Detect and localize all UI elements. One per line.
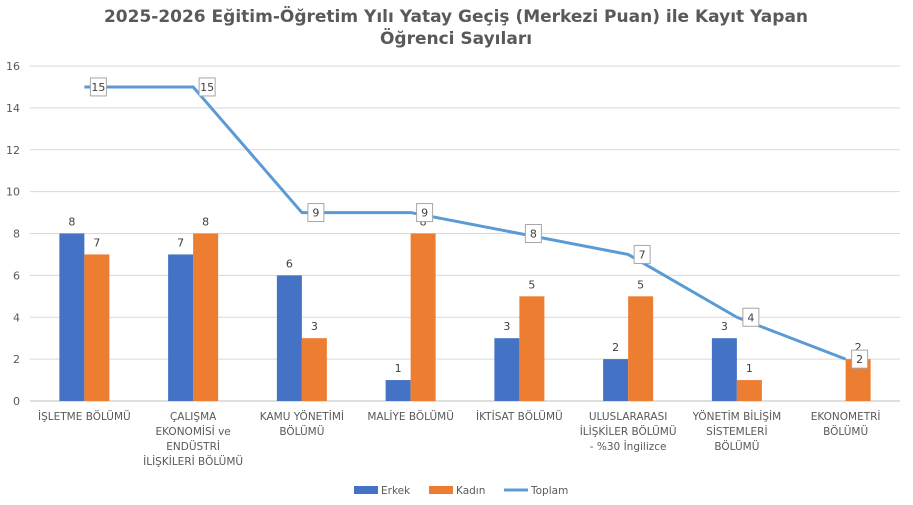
bar-kadın (736, 380, 762, 401)
data-label-box (851, 349, 869, 369)
x-tick-label: İLİŞKİLER BÖLÜMÜ (580, 425, 677, 438)
x-tick-label: EKONOMETRİ (811, 410, 881, 423)
x-tick-label: ENDÜSTRİ (166, 440, 220, 453)
bar-kadın (301, 338, 327, 401)
x-tick-label: KAMU YÖNETİMİ (260, 410, 344, 423)
bar-kadın (193, 233, 219, 401)
data-label-box (307, 203, 325, 223)
data-label: 5 (528, 278, 535, 291)
legend-label: Toplam (530, 485, 568, 497)
bar-erkek (385, 380, 411, 401)
y-tick-label: 4 (13, 311, 20, 324)
y-tick-label: 16 (6, 60, 20, 73)
x-tick-label: SİSTEMLERİ (706, 425, 767, 438)
bar-kadın (519, 296, 545, 401)
data-label: 7 (177, 236, 184, 249)
y-tick-label: 12 (6, 144, 20, 157)
x-tick-label: BÖLÜMÜ (279, 425, 324, 438)
x-tick-label: İKTİSAT BÖLÜMÜ (476, 410, 563, 423)
bar-kadın (628, 296, 654, 401)
bar-erkek (276, 275, 302, 401)
data-label-toplam: 15 (91, 81, 105, 94)
data-label-toplam: 7 (639, 248, 646, 261)
x-tick-label: ULUSLARARASI (589, 411, 668, 423)
data-label: 7 (93, 236, 100, 249)
y-tick-label: 2 (13, 353, 20, 366)
data-label: 8 (68, 216, 75, 229)
legend-label: Erkek (381, 485, 411, 497)
data-label: 5 (637, 278, 644, 291)
data-label: 8 (202, 216, 209, 229)
bar-erkek (59, 233, 85, 401)
data-label-toplam: 8 (530, 228, 537, 241)
bar-erkek (711, 338, 737, 401)
data-label-box (89, 77, 107, 97)
x-tick-label: BÖLÜMÜ (714, 440, 759, 453)
data-label-toplam: 9 (312, 207, 319, 220)
data-label-box (198, 77, 216, 97)
data-label-toplam: 9 (421, 207, 428, 220)
data-label-box (524, 224, 542, 243)
x-tick-label: ÇALIŞMA (170, 411, 217, 423)
data-label: 1 (395, 362, 402, 375)
data-label: 1 (746, 362, 753, 375)
x-tick-label: YÖNETİM BİLİŞİM (692, 410, 782, 423)
bar-kadın (84, 254, 110, 401)
bar-erkek (168, 254, 194, 401)
bar-erkek (494, 338, 520, 401)
x-tick-label: EKONOMİSİ ve (155, 425, 230, 438)
data-label-toplam: 15 (200, 81, 214, 94)
data-label: 6 (286, 257, 293, 270)
y-tick-label: 6 (13, 269, 20, 282)
y-tick-label: 0 (13, 395, 20, 408)
x-tick-label: MALİYE BÖLÜMÜ (367, 410, 454, 423)
data-label-box (742, 307, 760, 327)
y-tick-label: 14 (6, 102, 20, 115)
data-label-toplam: 4 (747, 311, 754, 324)
x-tick-label: - %30 İngilizce (590, 440, 667, 453)
data-label: 3 (721, 320, 728, 333)
bar-erkek (603, 359, 629, 401)
x-tick-label: BÖLÜMÜ (823, 425, 868, 438)
data-label: 2 (612, 341, 619, 354)
y-tick-label: 8 (13, 228, 20, 241)
legend-label: Kadın (456, 485, 485, 497)
line-toplam (84, 85, 847, 361)
data-label-box (416, 203, 434, 223)
data-label: 2 (855, 341, 862, 354)
x-tick-label: İLİŞKİLERİ BÖLÜMÜ (143, 455, 243, 468)
data-label-box (633, 244, 651, 264)
data-label: 3 (311, 320, 318, 333)
chart-title: 2025-2026 Eğitim-Öğretim Yılı Yatay Geçi… (104, 5, 808, 27)
bar-kadın (410, 233, 436, 401)
y-tick-label: 10 (6, 186, 20, 199)
legend-swatch-erkek (354, 486, 378, 494)
x-tick-label: İŞLETME BÖLÜMÜ (38, 410, 131, 423)
data-label-toplam: 2 (856, 353, 863, 366)
chart-title: Öğrenci Sayıları (380, 27, 532, 49)
legend-swatch-kadın (429, 486, 453, 494)
data-label: 3 (503, 320, 510, 333)
